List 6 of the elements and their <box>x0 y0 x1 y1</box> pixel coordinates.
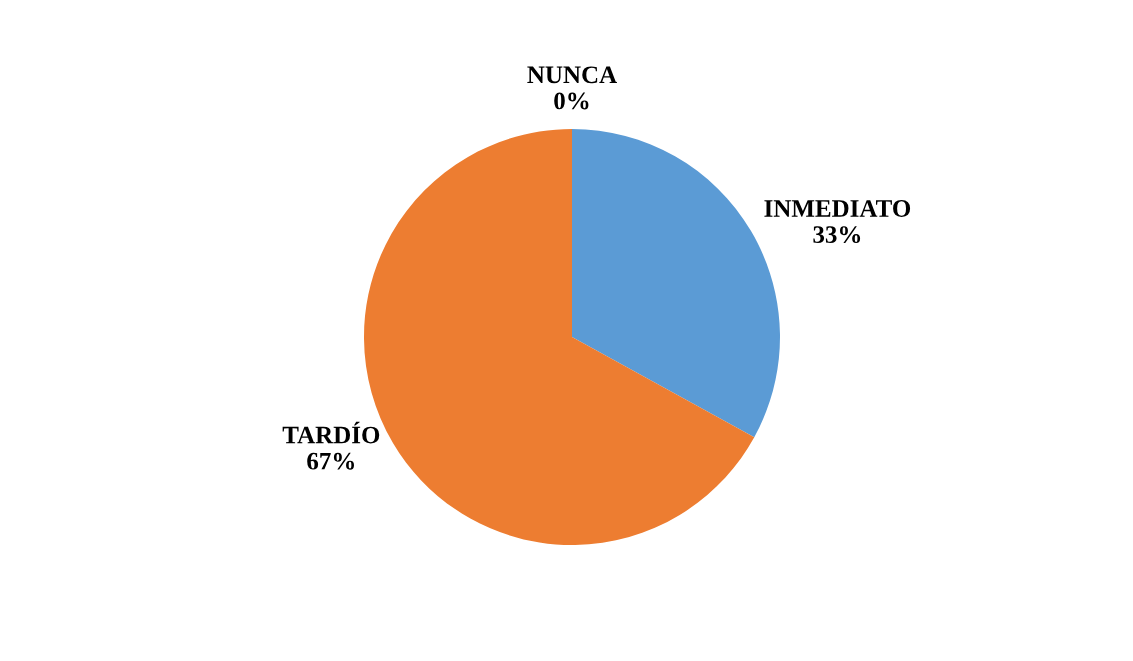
slice-label: INMEDIATO <box>764 200 911 217</box>
text: 0% <box>554 92 589 110</box>
category-label: NUNCA <box>527 66 617 84</box>
data-label: 33% <box>813 226 861 244</box>
data-label: 67% <box>307 452 354 470</box>
slice-label: TARDÍO <box>282 421 380 444</box>
